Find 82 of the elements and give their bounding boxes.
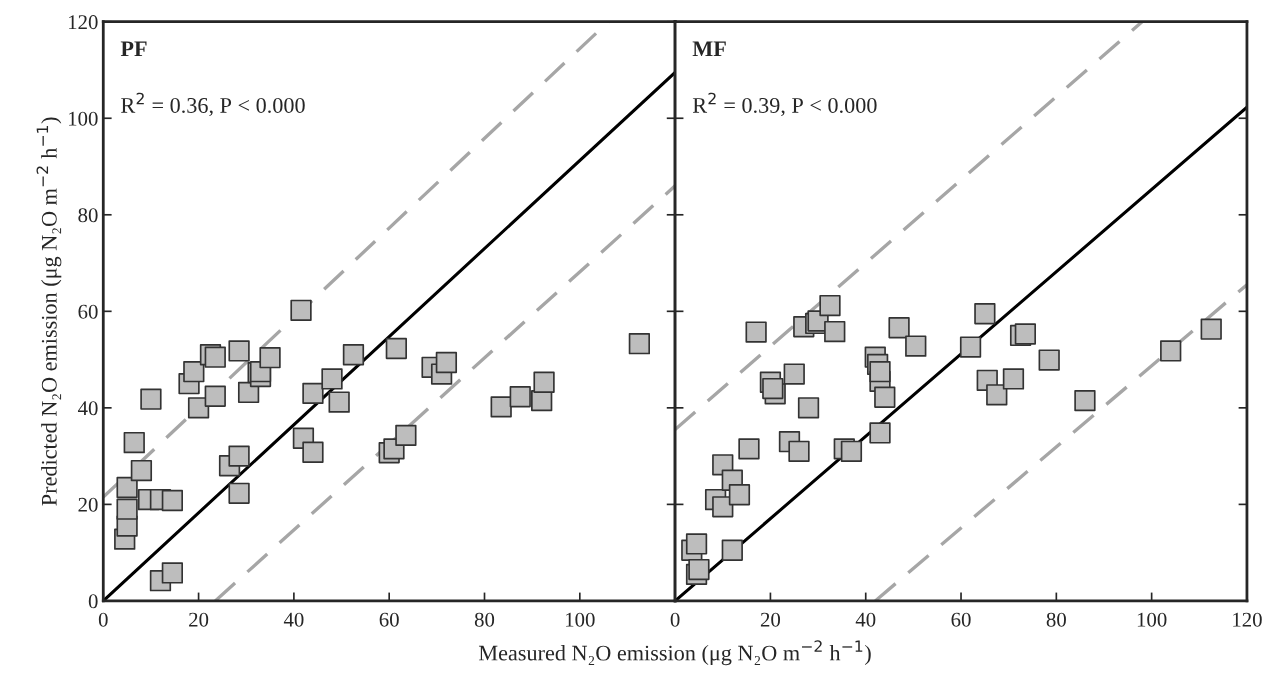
- x-tick-label: 20: [189, 612, 209, 627]
- point: [187, 397, 210, 419]
- point: [788, 440, 810, 462]
- point: [1014, 323, 1037, 345]
- point: [302, 441, 324, 463]
- point: [1160, 340, 1182, 362]
- point: [204, 385, 226, 407]
- x-tick-label: 40: [283, 612, 304, 627]
- point: [123, 431, 145, 454]
- point: [321, 368, 343, 390]
- point: [824, 320, 846, 343]
- point: [385, 337, 407, 360]
- point: [140, 388, 162, 410]
- point: [1074, 389, 1096, 412]
- point: [228, 340, 250, 362]
- x-tick-label: 80: [1046, 612, 1066, 627]
- point: [874, 386, 896, 408]
- point: [712, 496, 734, 518]
- point: [116, 476, 138, 499]
- point: [435, 351, 458, 374]
- x-tick-label: 20: [760, 612, 781, 627]
- point: [290, 299, 312, 322]
- point: [869, 360, 891, 383]
- point: [840, 440, 863, 462]
- point: [762, 377, 784, 400]
- point: [685, 533, 708, 555]
- point: [688, 558, 710, 581]
- x-axis-title: Measured N₂O emission (μg N₂O m$^{−2}$ h$^{−1}$): [478, 640, 871, 666]
- point: [533, 371, 555, 393]
- point: [721, 539, 743, 561]
- point: [228, 445, 250, 467]
- point: [738, 438, 760, 460]
- point: [1200, 318, 1222, 340]
- x-tick-label: 100: [1137, 612, 1167, 627]
- point: [509, 386, 531, 408]
- y-tick-label: 0: [88, 594, 98, 609]
- annotation: R$^{2}$ = 0.36, P < 0.000: [121, 92, 305, 117]
- point: [161, 489, 184, 512]
- point: [869, 422, 891, 444]
- point: [959, 336, 982, 358]
- point: [259, 347, 281, 369]
- y-tick-label: 120: [69, 15, 98, 30]
- y-tick-label: 60: [78, 304, 98, 319]
- text: PF: [120, 41, 147, 57]
- y-tick-label: 100: [69, 111, 98, 126]
- point: [302, 382, 324, 405]
- point: [116, 498, 138, 520]
- point: [228, 482, 250, 504]
- point: [204, 346, 226, 368]
- point: [819, 294, 841, 317]
- text: MF: [692, 41, 726, 57]
- x-tick-label: 60: [951, 612, 971, 627]
- point: [888, 317, 910, 339]
- y-tick-label: 80: [78, 208, 98, 223]
- point: [161, 562, 184, 584]
- point: [628, 333, 651, 355]
- point: [130, 459, 153, 482]
- x-tick-label: 120: [1233, 612, 1262, 627]
- point: [395, 424, 417, 447]
- point: [783, 363, 805, 385]
- point: [797, 397, 820, 419]
- y-axis-title: Predicted N₂O emission (μg N₂O m$^{−2}$ h$^{−1}$): [36, 117, 62, 506]
- x-tick-label: 60: [379, 612, 399, 627]
- point: [1038, 349, 1060, 371]
- y-tick-label: 20: [78, 497, 98, 512]
- y-tick-label: 40: [77, 401, 98, 416]
- point: [342, 344, 365, 366]
- point: [183, 360, 205, 383]
- point: [905, 335, 927, 357]
- x-tick-label: 80: [474, 612, 495, 627]
- point: [328, 391, 350, 413]
- x-tick-label: 100: [566, 612, 595, 627]
- x-tick-label: 0: [670, 612, 680, 627]
- point: [986, 384, 1008, 406]
- x-tick-label: 40: [855, 612, 876, 627]
- annotation: R$^{2}$ = 0.39, P < 0.000: [692, 92, 877, 117]
- point: [974, 303, 996, 325]
- point: [745, 321, 767, 343]
- point: [490, 396, 512, 418]
- x-tick-label: 0: [98, 612, 108, 627]
- point: [728, 484, 751, 506]
- point: [1002, 368, 1025, 390]
